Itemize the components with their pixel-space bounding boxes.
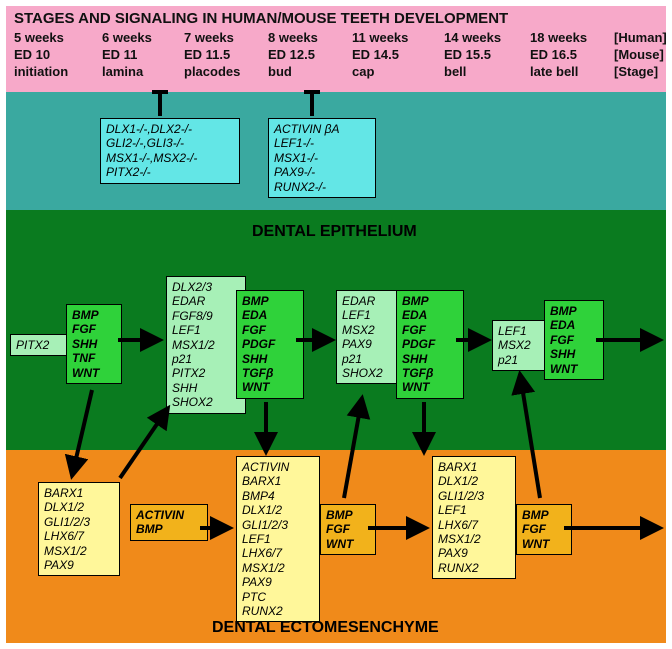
- header-col3-row2: bud: [268, 64, 292, 80]
- header-col6-row2: late bell: [530, 64, 578, 80]
- header-col3-row1: ED 12.5: [268, 47, 315, 63]
- box-tf6: DLX2/3 EDAR FGF8/9 LEF1 MSX1/2 p21 PITX2…: [166, 276, 246, 414]
- header-col2-row0: 7 weeks: [184, 30, 234, 46]
- diagram-root: STAGES AND SIGNALING IN HUMAN/MOUSE TEET…: [0, 0, 672, 649]
- header-col5-row1: ED 15.5: [444, 47, 491, 63]
- header-col7-row1: [Mouse]: [614, 47, 664, 63]
- header-col2-row1: ED 11.5: [184, 47, 230, 63]
- header-col5-row0: 14 weeks: [444, 30, 501, 46]
- header-col4-row1: ED 14.5: [352, 47, 399, 63]
- header-col6-row1: ED 16.5: [530, 47, 577, 63]
- header-col0-row0: 5 weeks: [14, 30, 64, 46]
- header-col7-row2: [Stage]: [614, 64, 658, 80]
- header-col6-row0: 18 weeks: [530, 30, 587, 46]
- box-mesS14: BMP FGF WNT: [516, 504, 572, 555]
- header-col4-row2: cap: [352, 64, 374, 80]
- section-epithelium: DENTAL EPITHELIUM: [252, 222, 417, 242]
- header-col0-row2: initiation: [14, 64, 68, 80]
- box-mes5: BARX1 DLX1/2 GLI1/2/3 LHX6/7 MSX1/2 PAX9: [38, 482, 120, 576]
- header-col1-row2: lamina: [102, 64, 143, 80]
- box-ko2: ACTIVIN βA LEF1-/- MSX1-/- PAX9-/- RUNX2…: [268, 118, 376, 198]
- box-mes8: ACTIVIN BARX1 BMP4 DLX1/2 GLI1/2/3 LEF1 …: [236, 456, 320, 622]
- header-col3-row0: 8 weeks: [268, 30, 318, 46]
- box-pitx2: PITX2: [10, 334, 68, 356]
- header-col4-row0: 11 weeks: [352, 30, 408, 46]
- box-epi11: BMP EDA FGF PDGF SHH TGFβ WNT: [396, 290, 464, 399]
- header-col7-row0: [Human]: [614, 30, 667, 46]
- box-mesS8: BMP FGF WNT: [320, 504, 376, 555]
- header-col5-row2: bell: [444, 64, 466, 80]
- box-mesS6: ACTIVIN BMP: [130, 504, 208, 541]
- box-epi5: BMP FGF SHH TNF WNT: [66, 304, 122, 384]
- header-col1-row1: ED 11: [102, 47, 137, 63]
- box-epi7: BMP EDA FGF PDGF SHH TGFβ WNT: [236, 290, 304, 399]
- header-col0-row1: ED 10: [14, 47, 50, 63]
- title: STAGES AND SIGNALING IN HUMAN/MOUSE TEET…: [14, 10, 508, 29]
- box-ko1: DLX1-/-,DLX2-/- GLI2-/-,GLI3-/- MSX1-/-,…: [100, 118, 240, 184]
- header-col1-row0: 6 weeks: [102, 30, 152, 46]
- box-mes14: BARX1 DLX1/2 GLI1/2/3 LEF1 LHX6/7 MSX1/2…: [432, 456, 516, 579]
- box-epi14: BMP EDA FGF SHH WNT: [544, 300, 604, 380]
- header-col2-row2: placodes: [184, 64, 240, 80]
